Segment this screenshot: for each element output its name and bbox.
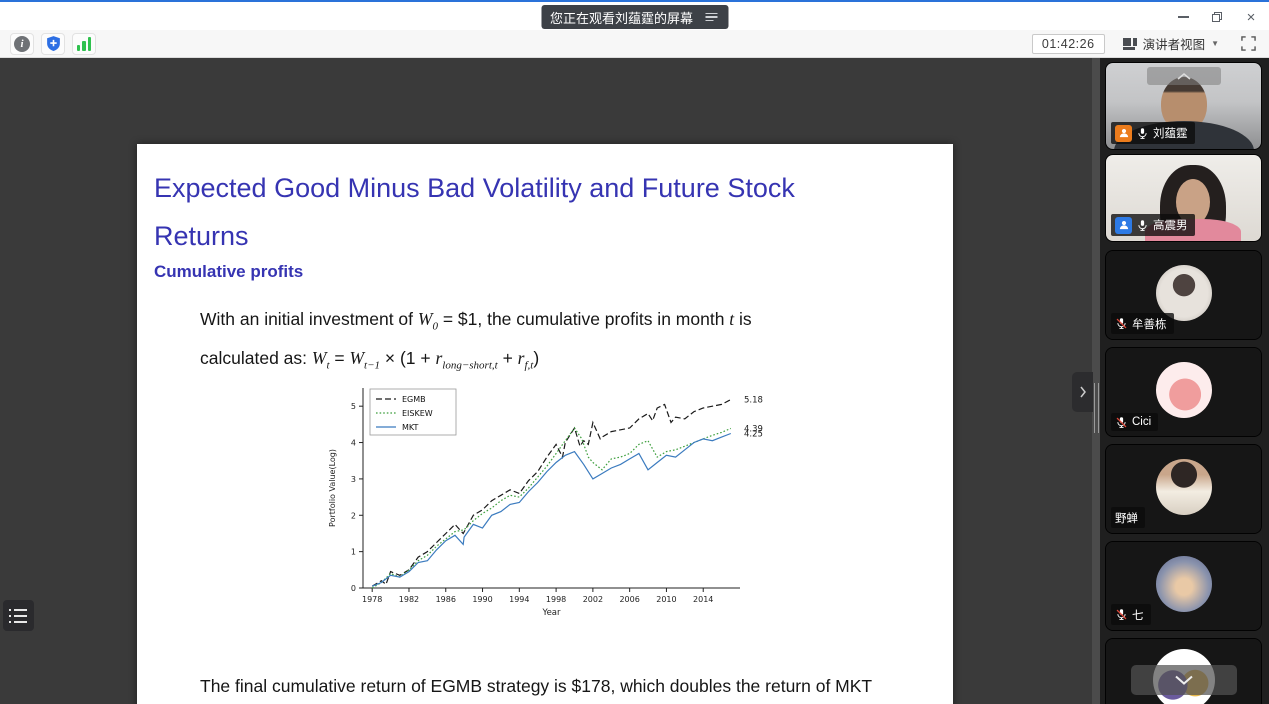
presentation-slide: Expected Good Minus Bad Volatility and F…	[137, 144, 953, 704]
participant-tile[interactable]: 七	[1105, 541, 1262, 631]
participant-name: 刘蕴霆	[1153, 128, 1188, 140]
mic-muted-icon	[1116, 609, 1127, 620]
participant-tile[interactable]: Cici	[1105, 347, 1262, 437]
network-signal-icon[interactable]	[72, 32, 96, 55]
svg-text:2: 2	[351, 511, 356, 520]
mic-muted-icon	[1116, 416, 1127, 428]
security-shield-icon[interactable]	[41, 32, 65, 55]
svg-text:1: 1	[351, 548, 356, 557]
avatar	[1155, 265, 1212, 321]
participant-name: 牟善栋	[1132, 318, 1167, 331]
participant-name: 七	[1132, 609, 1144, 622]
collapse-up-button[interactable]	[1146, 67, 1221, 85]
mic-on-icon	[1138, 127, 1147, 139]
meeting-info-icon[interactable]: i	[10, 32, 34, 55]
sidebar-divider[interactable]	[1092, 58, 1100, 704]
participant-name: 野蝉	[1115, 512, 1138, 525]
member-badge-icon	[1115, 124, 1132, 142]
participant-tile[interactable]: 高震男	[1105, 154, 1262, 242]
svg-text:2006: 2006	[619, 595, 639, 604]
participant-tile[interactable]	[1105, 638, 1262, 704]
conclusion-paragraph: The final cumulative return of EGMB stra…	[200, 676, 872, 696]
divider-grip[interactable]	[1093, 383, 1099, 433]
chevron-right-icon	[1079, 386, 1086, 398]
participant-name: 高震男	[1153, 220, 1188, 232]
svg-text:4: 4	[351, 439, 356, 448]
participants-sidebar: 刘蕴霆 高震男	[1100, 58, 1269, 704]
mic-muted-icon	[1116, 318, 1127, 329]
participant-tile[interactable]: 牟善栋	[1105, 250, 1262, 340]
svg-text:2002: 2002	[583, 595, 603, 604]
view-mode-label: 演讲者视图	[1142, 38, 1206, 52]
participant-name: Cici	[1132, 416, 1152, 428]
member-badge-icon	[1115, 216, 1132, 234]
svg-text:1990: 1990	[472, 595, 492, 604]
slide-subtitle: Cumulative profits	[154, 262, 304, 281]
screen-watch-banner: 您正在观看刘蕴霆的屏幕	[540, 5, 729, 29]
meeting-timer: 01:42:26	[1031, 33, 1105, 54]
sidebar-collapse-handle[interactable]	[1072, 372, 1093, 412]
mic-on-icon	[1138, 219, 1147, 231]
view-mode-button[interactable]: 演讲者视图 ▼	[1117, 31, 1225, 56]
cumulative-profit-chart: 0 1 2 3 4 5 1978 1982 1986 1990 1994 1998 2002 2006 20…	[325, 376, 785, 638]
svg-text:1978: 1978	[362, 595, 382, 604]
banner-menu-icon[interactable]	[703, 11, 719, 24]
svg-text:0: 0	[351, 584, 356, 593]
svg-text:Year: Year	[542, 608, 562, 618]
restore-button[interactable]	[1205, 5, 1229, 29]
chevron-up-icon	[1176, 72, 1191, 80]
svg-text:EISKEW: EISKEW	[402, 409, 433, 418]
svg-text:1986: 1986	[436, 595, 456, 604]
fullscreen-button[interactable]	[1237, 33, 1259, 55]
svg-text:1982: 1982	[399, 595, 419, 604]
svg-text:4.25: 4.25	[744, 429, 763, 439]
svg-text:2014: 2014	[693, 595, 713, 604]
scroll-down-button[interactable]	[1130, 665, 1237, 695]
svg-text:Portfolio Value(Log): Portfolio Value(Log)	[328, 449, 337, 527]
svg-text:5: 5	[351, 402, 356, 411]
minimize-button[interactable]	[1171, 5, 1195, 29]
svg-text:2010: 2010	[656, 595, 676, 604]
meeting-toolbar: i 01:42:26 演讲者视图 ▼	[0, 30, 1269, 58]
participant-tile[interactable]: 野蝉	[1105, 444, 1262, 534]
slide-title: Expected Good Minus Bad Volatility and F…	[154, 173, 795, 251]
title-bar: 您正在观看刘蕴霆的屏幕 ×	[0, 0, 1269, 30]
svg-text:MKT: MKT	[402, 423, 419, 432]
participant-tile[interactable]: 刘蕴霆	[1105, 62, 1262, 150]
svg-text:1994: 1994	[509, 595, 529, 604]
svg-text:4.39: 4.39	[744, 424, 763, 434]
avatar	[1155, 362, 1212, 418]
chevron-down-icon	[1174, 675, 1193, 685]
avatar	[1155, 556, 1212, 612]
svg-text:1998: 1998	[546, 595, 566, 604]
svg-text:EGMB: EGMB	[402, 395, 426, 404]
avatar	[1155, 459, 1212, 515]
fullscreen-icon	[1240, 36, 1256, 51]
svg-text:5.18: 5.18	[744, 396, 763, 406]
shared-screen-stage: Expected Good Minus Bad Volatility and F…	[0, 58, 1269, 704]
shield-plus-icon	[46, 36, 60, 51]
formula-paragraph: With an initial investment of W0 = $1, t…	[200, 309, 752, 371]
layout-icon	[1122, 37, 1137, 50]
svg-text:3: 3	[351, 475, 356, 484]
annotation-list-button[interactable]	[3, 600, 34, 631]
screen-watch-text: 您正在观看刘蕴霆的屏幕	[549, 10, 694, 26]
chevron-down-icon: ▼	[1211, 39, 1219, 48]
close-button[interactable]: ×	[1246, 8, 1256, 26]
